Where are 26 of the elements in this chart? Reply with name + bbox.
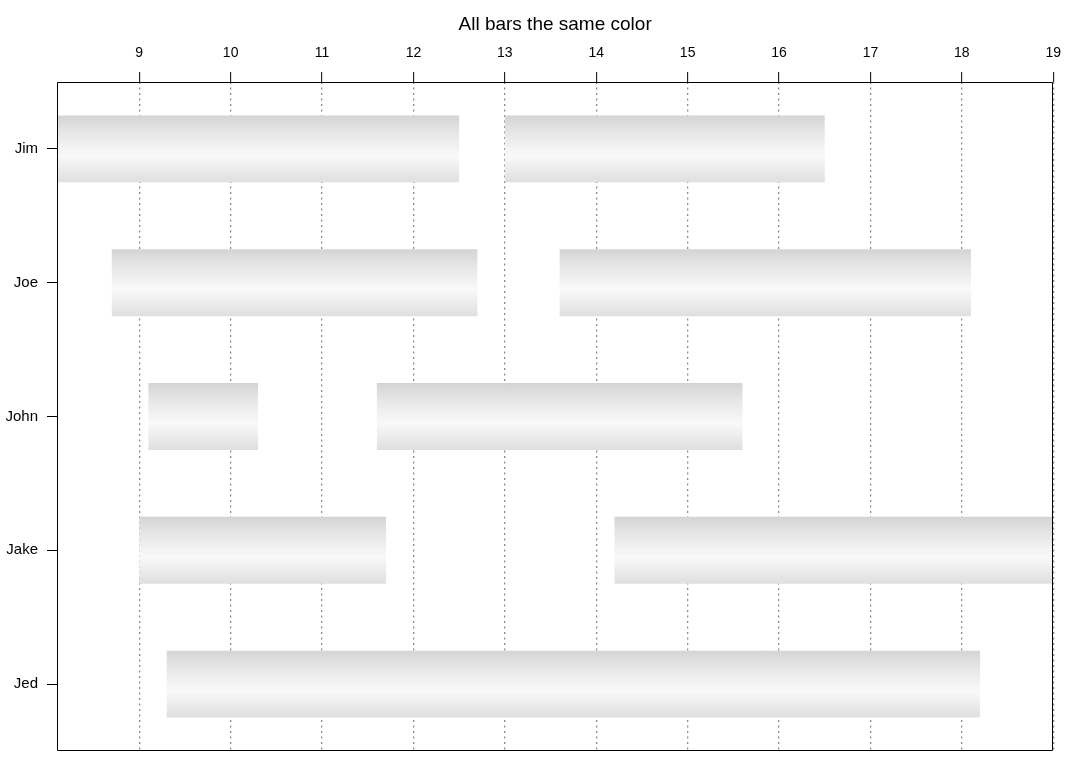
chart-title: All bars the same color — [458, 13, 653, 35]
bar — [148, 383, 259, 450]
x-tick-label: 14 — [588, 44, 605, 61]
bar — [57, 115, 460, 183]
x-tick-label: 18 — [954, 44, 970, 61]
x-tick-label: 15 — [679, 44, 696, 61]
y-tick-label: Joe — [13, 272, 38, 290]
bar — [504, 115, 825, 183]
x-tick-label: 13 — [497, 44, 513, 61]
x-tick-label: 10 — [222, 44, 239, 61]
x-tick-label: 9 — [135, 44, 144, 61]
bar — [614, 516, 1054, 584]
bar — [166, 650, 981, 718]
bar — [376, 383, 743, 450]
y-tick-label: Jake — [6, 540, 38, 558]
x-tick-label: 17 — [862, 44, 879, 61]
bar — [559, 249, 971, 317]
y-tick-label: Jed — [13, 674, 38, 692]
x-tick-label: 11 — [314, 44, 330, 61]
bar — [139, 516, 387, 584]
x-tick-label: 16 — [771, 44, 788, 61]
x-tick-label: 19 — [1045, 44, 1062, 61]
bar — [111, 249, 478, 317]
y-tick-label: Jim — [14, 139, 38, 157]
x-tick-label: 12 — [405, 44, 422, 61]
y-tick-label: John — [5, 406, 38, 424]
